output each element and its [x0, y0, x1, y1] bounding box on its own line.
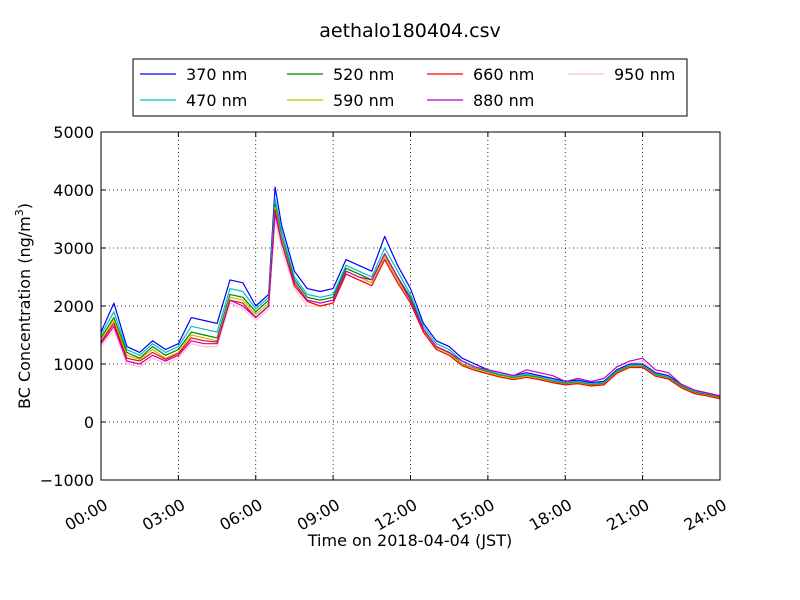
- x-tick-label: 15:00: [448, 495, 497, 535]
- series-layer: [101, 186, 720, 400]
- x-tick-label: 09:00: [294, 495, 343, 535]
- y-tick-label: 4000: [53, 181, 94, 200]
- y-tick-label: 5000: [53, 123, 94, 142]
- legend: 370 nm 470 nm 520 nm 590 nm 660 nm 880 nm 950 …: [132, 58, 688, 117]
- x-tick-label: 06:00: [216, 495, 265, 535]
- y-tick-label: 1000: [53, 355, 94, 374]
- series-line-660-nm: [101, 209, 720, 400]
- series-line-370-nm: [101, 186, 720, 397]
- legend-label: 470 nm: [186, 91, 247, 110]
- x-tick-labels: 00:00 03:00 06:00 09:00 12:00 15:00 18:00 21:00…: [62, 495, 730, 535]
- series-line-470-nm: [101, 198, 720, 398]
- legend-label: 370 nm: [186, 65, 247, 84]
- legend-label: 880 nm: [473, 91, 534, 110]
- x-tick-label: 12:00: [371, 495, 420, 535]
- x-tick-label: 03:00: [139, 495, 188, 535]
- y-axis-label: BC Concentration (ng/m3): [13, 203, 34, 409]
- legend-label: 950 nm: [614, 65, 675, 84]
- y-tick-label: 3000: [53, 239, 94, 258]
- y-axis-label-sup: 3: [13, 209, 26, 216]
- x-tick-label: 24:00: [681, 495, 730, 535]
- x-axis-label: Time on 2018-04-04 (JST): [307, 531, 512, 550]
- chart-title: aethalo180404.csv: [319, 20, 501, 42]
- legend-frame: [132, 58, 688, 117]
- legend-label: 660 nm: [473, 65, 534, 84]
- y-tick-label: −1000: [40, 471, 94, 490]
- x-tick-label: 21:00: [603, 495, 652, 535]
- x-tick-label: 18:00: [526, 495, 575, 535]
- y-tick-label: 0: [84, 413, 94, 432]
- y-axis-label-end: ): [15, 203, 34, 209]
- series-line-880-nm: [101, 212, 720, 397]
- grid: [101, 132, 720, 480]
- legend-label: 520 nm: [333, 65, 394, 84]
- y-axis-label-main: BC Concentration (ng/m: [15, 216, 34, 409]
- x-tick-label: 00:00: [62, 495, 111, 535]
- legend-label: 590 nm: [333, 91, 394, 110]
- y-tick-labels: −1000 0 1000 2000 3000 4000 5000: [40, 123, 94, 490]
- ticks: [100, 131, 721, 481]
- y-tick-label: 2000: [53, 297, 94, 316]
